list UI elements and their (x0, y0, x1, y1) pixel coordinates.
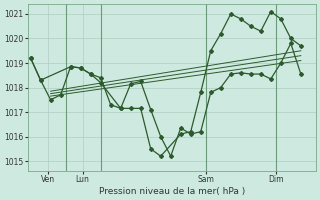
X-axis label: Pression niveau de la mer( hPa ): Pression niveau de la mer( hPa ) (99, 187, 245, 196)
